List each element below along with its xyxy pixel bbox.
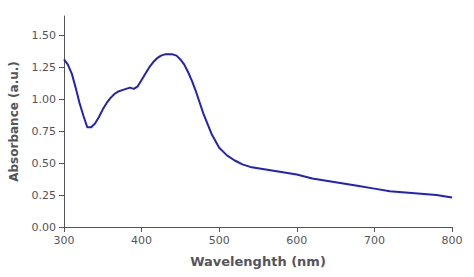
svg-text:0.25: 0.25 [32, 189, 57, 202]
svg-text:0.75: 0.75 [32, 125, 57, 138]
svg-text:0.00: 0.00 [32, 221, 57, 234]
svg-text:1.25: 1.25 [32, 61, 57, 74]
svg-text:700: 700 [364, 234, 385, 247]
svg-text:Absorbance (a.u.): Absorbance (a.u.) [7, 61, 21, 182]
svg-text:Wavelenghth (nm): Wavelenghth (nm) [190, 254, 326, 269]
svg-text:600: 600 [286, 234, 307, 247]
svg-text:1.00: 1.00 [32, 93, 57, 106]
svg-text:500: 500 [209, 234, 230, 247]
svg-text:400: 400 [131, 234, 152, 247]
svg-text:300: 300 [54, 234, 75, 247]
svg-text:1.50: 1.50 [32, 29, 57, 42]
svg-text:800: 800 [442, 234, 463, 247]
svg-text:0.50: 0.50 [32, 157, 57, 170]
